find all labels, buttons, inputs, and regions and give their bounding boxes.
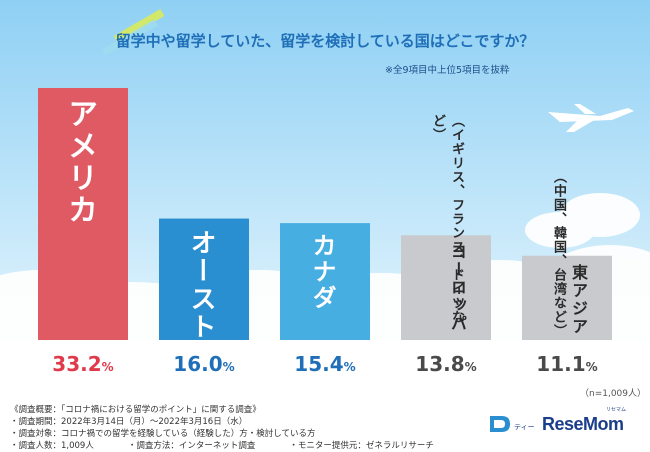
chart-title: 留学中や留学していた、留学を検討している国はどこですか？: [115, 32, 535, 50]
bar-category-label: カナダ: [308, 233, 336, 312]
logo-text: ReseMom: [542, 414, 624, 434]
chart-subtitle: ※全9項目中上位5項目を抜粋: [385, 65, 510, 76]
bars-group: [38, 88, 612, 340]
logo-small-text: ティー: [514, 423, 535, 431]
bar-value-label: 16.0%: [149, 352, 259, 376]
airplane-icon: [548, 104, 634, 132]
value-number: 15.4: [294, 352, 344, 376]
bar-value-label: 15.4%: [270, 352, 380, 376]
bar-sub-label: （イギリス、フランス、ドイツなど）: [430, 114, 464, 324]
bar-value-label: 13.8%: [391, 352, 501, 376]
survey-footnotes: 《調査概要：「コロナ禍における留学のポイント」に関する調査》 ・調査期間：202…: [10, 404, 434, 452]
value-number: 11.1: [536, 352, 586, 376]
bar-4: [401, 235, 491, 340]
value-number: 13.8: [415, 352, 465, 376]
bar-category-label: アメリカ: [62, 98, 97, 226]
logo-mark-icon: [490, 416, 510, 432]
value-unit: %: [585, 360, 598, 374]
bar-5: [522, 255, 612, 340]
bar-2: [159, 218, 249, 340]
value-number: 33.2: [52, 352, 102, 376]
bar-sub-label: （中国、韓国、台湾など）: [551, 170, 566, 338]
sample-size-note: （n=1,009人）: [580, 389, 647, 399]
footnote-line: ・調査人数：1,009人 ・調査方法：インターネット調査 ・モニター提供元：ゼネ…: [10, 441, 434, 451]
value-unit: %: [101, 360, 114, 374]
bar-value-label: 11.1%: [512, 352, 622, 376]
footnote-line: ・調査期間：2022年3月14日（月）～2022年3月16日（水）: [10, 417, 248, 427]
resemom-logo[interactable]: ティー ReseMom リセマム: [488, 407, 638, 438]
value-number: 16.0: [173, 352, 223, 376]
value-unit: %: [464, 360, 477, 374]
bar-category-label: オーストラリア: [186, 228, 216, 425]
bar-value-label: 33.2%: [28, 352, 138, 376]
bar-3: [280, 223, 370, 340]
bar-category-label: 東アジア: [569, 263, 588, 336]
footnote-line: ・調査対象：コロナ禍での留学を経験している（経験した）方・検討している方: [10, 429, 316, 439]
value-unit: %: [343, 360, 356, 374]
bar-1: [38, 88, 128, 340]
bar-category-label: ヨーロッパ: [448, 243, 467, 334]
logo-ruby-text: リセマム: [606, 407, 627, 413]
value-unit: %: [222, 360, 235, 374]
footnote-line: 《調査概要：「コロナ禍における留学のポイント」に関する調査》: [10, 405, 261, 415]
